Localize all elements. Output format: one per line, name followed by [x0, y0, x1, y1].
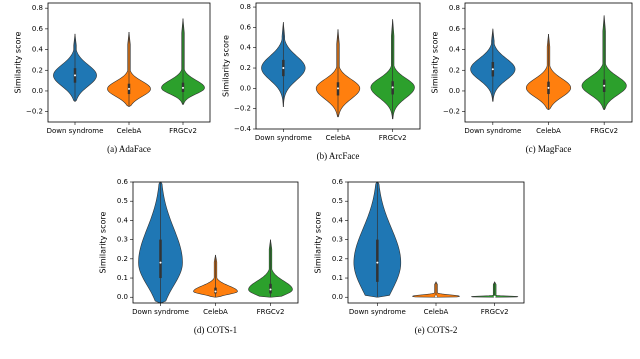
median-dot: [435, 295, 437, 298]
median-dot: [376, 261, 379, 264]
median-dot: [491, 68, 494, 71]
y-tick-label: 0.4: [32, 46, 44, 54]
x-tick-label: CelebA: [117, 127, 142, 135]
median-dot: [128, 87, 130, 90]
y-tick-label: 0.6: [32, 25, 44, 33]
median-dot: [74, 74, 76, 77]
median-dot: [337, 87, 339, 90]
y-tick-label: 0.6: [240, 23, 252, 31]
median-dot: [493, 295, 496, 298]
caption: (e) COTS-2: [415, 325, 458, 335]
y-tick-label: 0.8: [32, 4, 43, 12]
y-tick-label: 0.4: [332, 216, 344, 224]
y-tick-label: −0.4: [234, 125, 252, 133]
median-dot: [214, 290, 217, 293]
y-tick-label: 0.2: [332, 255, 343, 263]
x-tick-label: FRGCv2: [481, 308, 509, 316]
y-tick-label: 0.3: [117, 236, 128, 244]
y-tick-label: 0.6: [449, 25, 461, 33]
median-dot: [269, 288, 272, 291]
y-tick-label: 0.0: [240, 84, 251, 92]
caption: (d) COTS-1: [194, 325, 237, 335]
y-tick-label: 0.0: [332, 293, 343, 301]
median-dot: [282, 67, 285, 70]
y-tick-label: −0.2: [443, 108, 460, 116]
y-tick-label: 0.6: [117, 178, 129, 186]
y-axis-label: Similarity score: [431, 31, 440, 93]
y-tick-label: 0.4: [449, 46, 461, 54]
y-tick-label: 0.6: [332, 178, 344, 186]
y-tick-label: 0.1: [117, 274, 128, 282]
y-tick-label: 0.8: [240, 3, 251, 11]
y-tick-label: 0.4: [117, 216, 129, 224]
median-dot: [159, 261, 162, 264]
y-axis-label: Similarity score: [314, 211, 323, 273]
y-tick-label: 0.0: [32, 87, 43, 95]
y-axis-label: Similarity score: [99, 211, 108, 273]
axes-frame: [464, 2, 633, 123]
x-tick-label: CelebA: [203, 308, 228, 316]
y-tick-label: 0.2: [240, 64, 251, 72]
axes-frame: [132, 181, 299, 304]
y-tick-label: 0.2: [449, 66, 460, 74]
axes-frame: [255, 2, 421, 130]
y-tick-label: 0.1: [332, 274, 343, 282]
y-tick-label: −0.2: [234, 105, 251, 113]
x-tick-label: CelebA: [424, 308, 449, 316]
y-tick-label: 0.3: [332, 236, 343, 244]
caption: (a) AdaFace: [107, 144, 151, 154]
median-dot: [547, 86, 550, 89]
median-dot: [182, 86, 184, 89]
y-tick-label: 0.0: [117, 293, 128, 301]
y-tick-label: −0.2: [26, 108, 43, 116]
axes-frame: [347, 181, 525, 304]
axes-frame: [47, 2, 211, 123]
y-tick-label: 0.8: [449, 4, 460, 12]
x-tick-label: FRGCv2: [590, 127, 618, 135]
x-tick-label: FRGCv2: [379, 134, 407, 142]
x-tick-label: Down syndrome: [464, 127, 521, 135]
y-axis-label: Similarity score: [222, 35, 231, 97]
y-tick-label: 0.5: [332, 197, 343, 205]
x-tick-label: FRGCv2: [257, 308, 285, 316]
x-tick-label: CelebA: [536, 127, 561, 135]
x-tick-label: Down syndrome: [255, 134, 312, 142]
x-tick-label: CelebA: [326, 134, 351, 142]
x-tick-label: Down syndrome: [132, 308, 189, 316]
y-tick-label: 0.2: [117, 255, 128, 263]
y-tick-label: 0.2: [32, 66, 43, 74]
y-axis-label: Similarity score: [14, 31, 23, 93]
caption: (b) ArcFace: [317, 151, 360, 161]
y-tick-label: 0.0: [449, 87, 460, 95]
median-dot: [603, 84, 606, 87]
median-dot: [391, 86, 394, 89]
y-tick-label: 0.4: [240, 44, 252, 52]
x-tick-label: Down syndrome: [47, 127, 104, 135]
y-tick-label: 0.5: [117, 197, 128, 205]
x-tick-label: FRGCv2: [169, 127, 197, 135]
caption: (c) MagFace: [526, 144, 572, 154]
x-tick-label: Down syndrome: [349, 308, 406, 316]
